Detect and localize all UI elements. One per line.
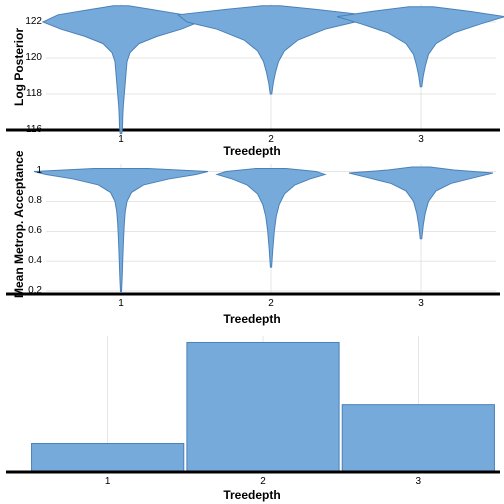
violin-shape <box>43 6 199 134</box>
xlabel-1: Treedepth <box>223 144 280 158</box>
xtick-label: 2 <box>260 476 266 487</box>
xtick-label: 1 <box>118 134 124 145</box>
ylabel-1: Log Posterior <box>12 28 26 106</box>
panel-metrop-acceptance: Mean Metrop. Acceptance 0.20.40.60.81123… <box>0 160 504 328</box>
ytick-label: 122 <box>25 16 42 27</box>
violin-shape <box>337 7 504 87</box>
bar-svg <box>30 336 496 472</box>
panel-bar: 123 Treedepth <box>0 328 504 504</box>
bar-rect <box>32 444 184 472</box>
ytick-label: 0.2 <box>28 285 42 296</box>
ytick-label: 116 <box>26 124 42 135</box>
bar-rect <box>187 342 339 472</box>
ytick-label: 118 <box>26 88 42 99</box>
xtick-label: 3 <box>418 134 424 145</box>
xtick-label: 2 <box>268 298 274 309</box>
violin-shape <box>178 6 364 94</box>
xtick-label: 3 <box>416 476 422 487</box>
violin-shape <box>34 168 208 292</box>
ytick-label: 1 <box>36 165 42 176</box>
ylabel-2: Mean Metrop. Acceptance <box>12 150 26 298</box>
xtick-label: 3 <box>418 298 424 309</box>
xlabel-3: Treedepth <box>223 488 280 502</box>
plot-area-3: 123 <box>30 336 496 472</box>
violin-shape <box>349 167 493 239</box>
ytick-label: 120 <box>25 52 42 63</box>
plot-area-2: 0.20.40.60.81123 <box>46 164 496 294</box>
ytick-label: 0.8 <box>28 195 42 206</box>
violin-svg-2 <box>46 164 496 294</box>
ytick-label: 0.4 <box>28 255 42 266</box>
xlabel-2: Treedepth <box>223 312 280 326</box>
xtick-label: 1 <box>118 298 124 309</box>
xtick-label: 1 <box>105 476 111 487</box>
ytick-label: 0.6 <box>28 225 42 236</box>
plot-area-1: 116118120122123 <box>46 4 496 130</box>
panel-log-posterior: Log Posterior 116118120122123 Treedepth <box>0 0 504 160</box>
violin-shape <box>217 168 325 267</box>
violin-svg-1 <box>46 4 496 130</box>
bar-rect <box>342 405 494 472</box>
